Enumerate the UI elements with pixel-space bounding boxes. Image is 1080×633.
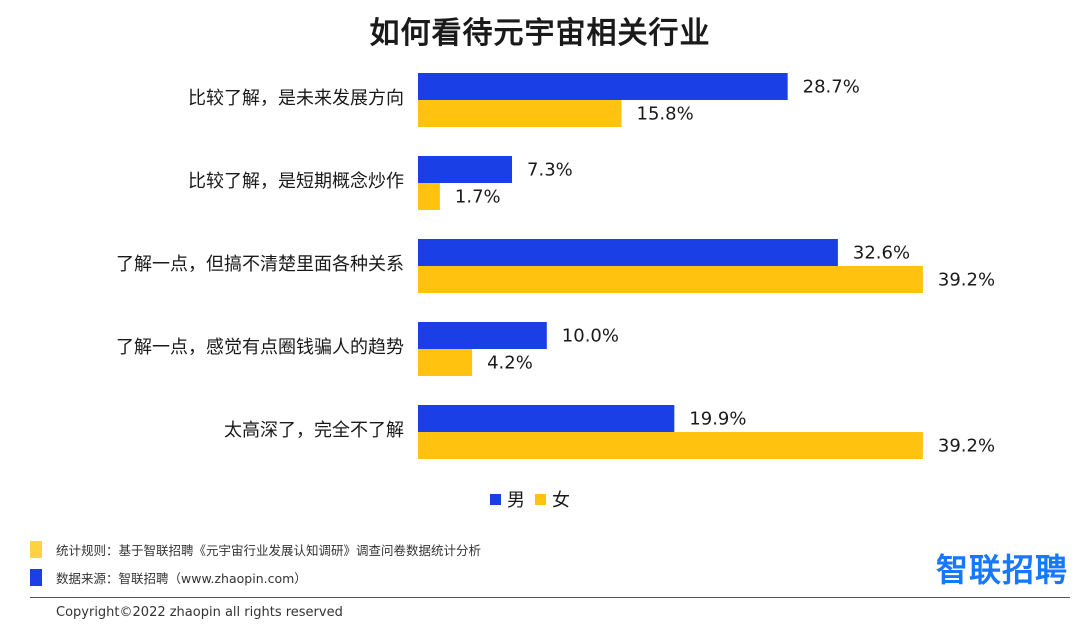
copyright-text: Copyright©2022 zhaopin all rights reserv… [56, 605, 343, 620]
value-label-female: 39.2% [938, 436, 995, 457]
value-label-male: 28.7% [803, 77, 860, 98]
brand-logo: 智联招聘 [935, 551, 1068, 589]
value-label-male: 19.9% [689, 409, 746, 430]
value-label-female: 39.2% [938, 270, 995, 291]
footnote-source-text: 数据来源：智联招聘（www.zhaopin.com） [56, 570, 307, 586]
legend-swatch-female [535, 493, 546, 505]
legend-item-male: 男 [490, 486, 525, 512]
value-label-male: 32.6% [853, 243, 910, 264]
bar-chart: 比较了解，是未来发展方向 28.7% 15.8% 比较了解，是短期概念炒作 7.3% 1.… [116, 73, 995, 459]
category-label: 比较了解，是短期概念炒作 [188, 170, 404, 192]
bar-male [418, 73, 788, 100]
bar-male [418, 405, 675, 432]
category-label: 了解一点，但搞不清楚里面各种关系 [116, 254, 404, 275]
legend-label-female: 女 [552, 490, 570, 511]
value-label-male: 7.3% [527, 160, 573, 181]
footnote-rule-text: 统计规则：基于智联招聘《元宇宙行业发展认知调研》调查问卷数据统计分析 [56, 542, 482, 558]
bar-male [418, 239, 838, 266]
category-label: 了解一点，感觉有点圈钱骗人的趋势 [116, 337, 404, 358]
bar-female [418, 266, 923, 293]
footnote-source: 数据来源：智联招聘（www.zhaopin.com） [30, 566, 481, 588]
bar-female [418, 432, 923, 459]
value-label-female: 1.7% [455, 187, 501, 208]
footnotes: 统计规则：基于智联招聘《元宇宙行业发展认知调研》调查问卷数据统计分析 数据来源：… [30, 538, 481, 594]
footer-divider [30, 597, 1070, 598]
category-label: 比较了解，是未来发展方向 [188, 88, 404, 109]
bar-male [418, 156, 513, 183]
value-label-female: 4.2% [487, 353, 533, 374]
footnote-rule: 统计规则：基于智联招聘《元宇宙行业发展认知调研》调查问卷数据统计分析 [30, 538, 481, 560]
legend: 男 女 [490, 486, 580, 512]
bar-female [418, 100, 622, 127]
legend-swatch-male [490, 493, 501, 505]
legend-item-female: 女 [535, 486, 570, 512]
footnote-source-swatch [30, 568, 42, 586]
legend-label-male: 男 [507, 490, 525, 511]
bar-female [418, 183, 440, 210]
chart-title: 如何看待元宇宙相关行业 [369, 16, 711, 51]
footnote-rule-swatch [30, 540, 42, 558]
category-label: 太高深了，完全不了解 [224, 420, 404, 441]
value-label-female: 15.8% [637, 104, 694, 125]
bar-female [418, 349, 473, 376]
bar-male [418, 322, 547, 349]
value-label-male: 10.0% [562, 326, 619, 347]
